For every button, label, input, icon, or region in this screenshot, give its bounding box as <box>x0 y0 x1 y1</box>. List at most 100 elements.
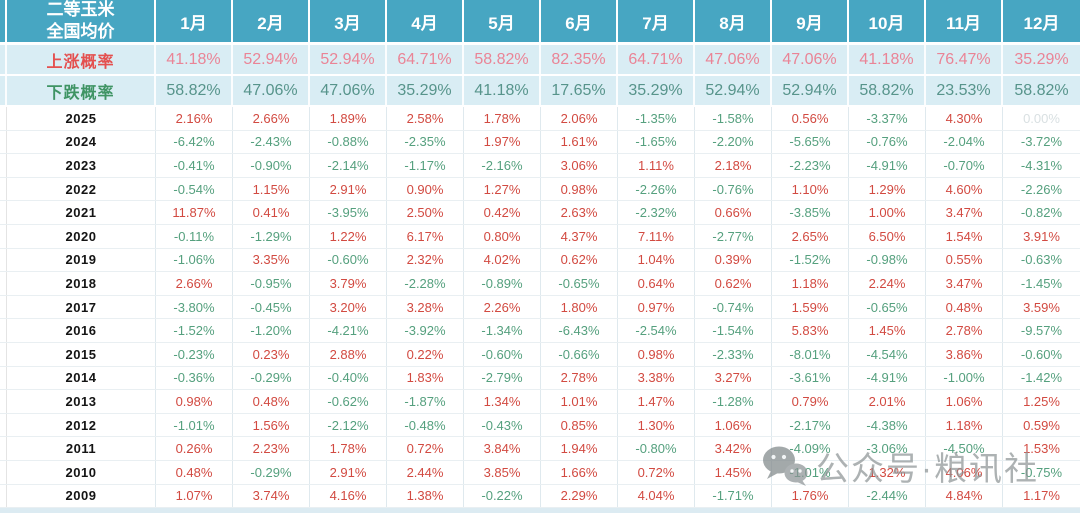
value-cell: -1.01% <box>772 460 849 484</box>
edge-sliver <box>0 413 7 437</box>
value-cell: -1.87% <box>387 390 464 413</box>
fall-probability-value: 47.06% <box>233 76 310 105</box>
value-cell: 1.22% <box>310 224 387 248</box>
value-cell: 2.65% <box>772 224 849 248</box>
value-cell: 1.78% <box>310 437 387 460</box>
value-cell: 0.85% <box>541 413 618 437</box>
value-cell: -4.54% <box>849 342 926 366</box>
table-row-2019: 2019 -1.06% 3.35% -0.60% 2.32% 4.02% 0.62% 1.04… <box>0 248 1080 273</box>
value-cell: -3.92% <box>387 319 464 342</box>
value-cell: 1.53% <box>1023 441 1060 457</box>
value-cell: 1.83% <box>387 366 464 390</box>
value-cell: -6.42% <box>156 130 233 154</box>
value-cell: 2.01% <box>849 390 926 413</box>
value-cell: -1.71% <box>695 484 772 508</box>
value-cell: -3.80% <box>156 295 233 319</box>
value-cell: -0.65% <box>849 295 926 319</box>
value-cell: 1.18% <box>926 413 1003 437</box>
value-cell: 2.06% <box>541 107 618 130</box>
value-cell: -3.61% <box>772 366 849 390</box>
rise-probability-value: 52.94% <box>233 45 310 74</box>
value-cell: 0.59% <box>1023 417 1060 433</box>
value-cell: 1.32% <box>849 460 926 484</box>
value-cell: 6.17% <box>387 224 464 248</box>
corner-line1: 二等玉米 <box>46 0 115 19</box>
value-cell: 2.66% <box>156 272 233 295</box>
value-cell: 2.16% <box>156 107 233 130</box>
year-cell: 2014 <box>7 366 156 390</box>
value-cell: 6.50% <box>849 224 926 248</box>
value-cell: -8.01% <box>772 342 849 366</box>
value-cell: -0.23% <box>156 342 233 366</box>
edge-sliver <box>0 224 7 248</box>
value-cell: 3.59% <box>1023 299 1060 315</box>
year-cell: 2018 <box>7 272 156 295</box>
rise-probability-label: 上涨概率 <box>7 45 156 74</box>
value-cell: 0.80% <box>464 224 541 248</box>
value-cell: 0.98% <box>618 342 695 366</box>
value-cell: 1.06% <box>926 390 1003 413</box>
table-row-2012: 2012 -1.01% 1.56% -2.12% -0.48% -0.43% 0.85% 1.… <box>0 413 1080 438</box>
year-cell: 2021 <box>7 201 156 224</box>
year-cell: 2017 <box>7 295 156 319</box>
value-cell: 1.30% <box>618 413 695 437</box>
value-cell: -2.26% <box>1020 181 1063 197</box>
month-header: 7月 <box>618 0 695 42</box>
month-header: 6月 <box>541 0 618 42</box>
value-cell: -0.70% <box>926 154 1003 177</box>
table-row-2013: 2013 0.98% 0.48% -0.62% -1.87% 1.34% 1.01% 1.47… <box>0 390 1080 414</box>
value-cell: 1.97% <box>464 130 541 154</box>
value-cell: 3.27% <box>695 366 772 390</box>
value-cell: 1.29% <box>849 177 926 201</box>
value-cell: -4.31% <box>1020 157 1063 173</box>
value-cell: -1.17% <box>387 154 464 177</box>
fall-probability-value: 52.94% <box>695 76 772 105</box>
table-bottom-edge <box>0 508 1080 513</box>
value-cell: 0.64% <box>618 272 695 295</box>
rise-probability-value: 76.47% <box>926 45 1003 74</box>
value-cell: 4.16% <box>310 484 387 508</box>
value-cell: 0.98% <box>541 177 618 201</box>
value-cell: -1.00% <box>926 366 1003 390</box>
year-cell: 2009 <box>7 484 156 508</box>
year-cell: 2015 <box>7 342 156 366</box>
value-cell: -9.57% <box>1020 323 1063 339</box>
value-cell: -0.60% <box>1020 346 1063 362</box>
value-cell: 3.20% <box>310 295 387 319</box>
rise-probability-value: 41.18% <box>156 45 233 74</box>
value-cell: 3.74% <box>233 484 310 508</box>
value-cell: 0.72% <box>618 460 695 484</box>
edge-sliver <box>0 130 7 154</box>
rise-probability-value: 47.06% <box>695 45 772 74</box>
fall-probability-value: 58.82% <box>156 76 233 105</box>
fall-probability-value: 23.53% <box>926 76 1003 105</box>
value-cell: -1.52% <box>156 319 233 342</box>
value-cell: -2.32% <box>618 201 695 224</box>
value-cell: 2.91% <box>310 460 387 484</box>
rise-probability-value: 58.82% <box>464 45 541 74</box>
value-cell: -0.29% <box>233 460 310 484</box>
value-cell: 2.29% <box>541 484 618 508</box>
value-cell: 0.26% <box>156 437 233 460</box>
value-cell: -2.14% <box>310 154 387 177</box>
value-cell: -6.43% <box>541 319 618 342</box>
edge-sliver <box>0 107 7 130</box>
value-cell: 4.37% <box>541 224 618 248</box>
month-header: 4月 <box>387 0 464 42</box>
value-cell: 3.35% <box>233 248 310 272</box>
edge-sliver <box>0 484 7 508</box>
value-cell: -1.58% <box>695 107 772 130</box>
value-cell: 0.72% <box>387 437 464 460</box>
year-cell: 2022 <box>7 177 156 201</box>
value-cell: -0.60% <box>310 248 387 272</box>
value-cell: -1.45% <box>1020 275 1063 291</box>
value-cell: -1.54% <box>695 319 772 342</box>
rise-probability-value: 41.18% <box>849 45 926 74</box>
value-cell: 1.04% <box>618 248 695 272</box>
value-cell: 2.58% <box>387 107 464 130</box>
value-cell: -2.16% <box>464 154 541 177</box>
table-row-2018: 2018 2.66% -0.95% 3.79% -2.28% -0.89% -0.65% 0.… <box>0 272 1080 296</box>
value-cell: -1.28% <box>695 390 772 413</box>
edge-sliver <box>0 342 7 366</box>
value-cell: -0.89% <box>464 272 541 295</box>
